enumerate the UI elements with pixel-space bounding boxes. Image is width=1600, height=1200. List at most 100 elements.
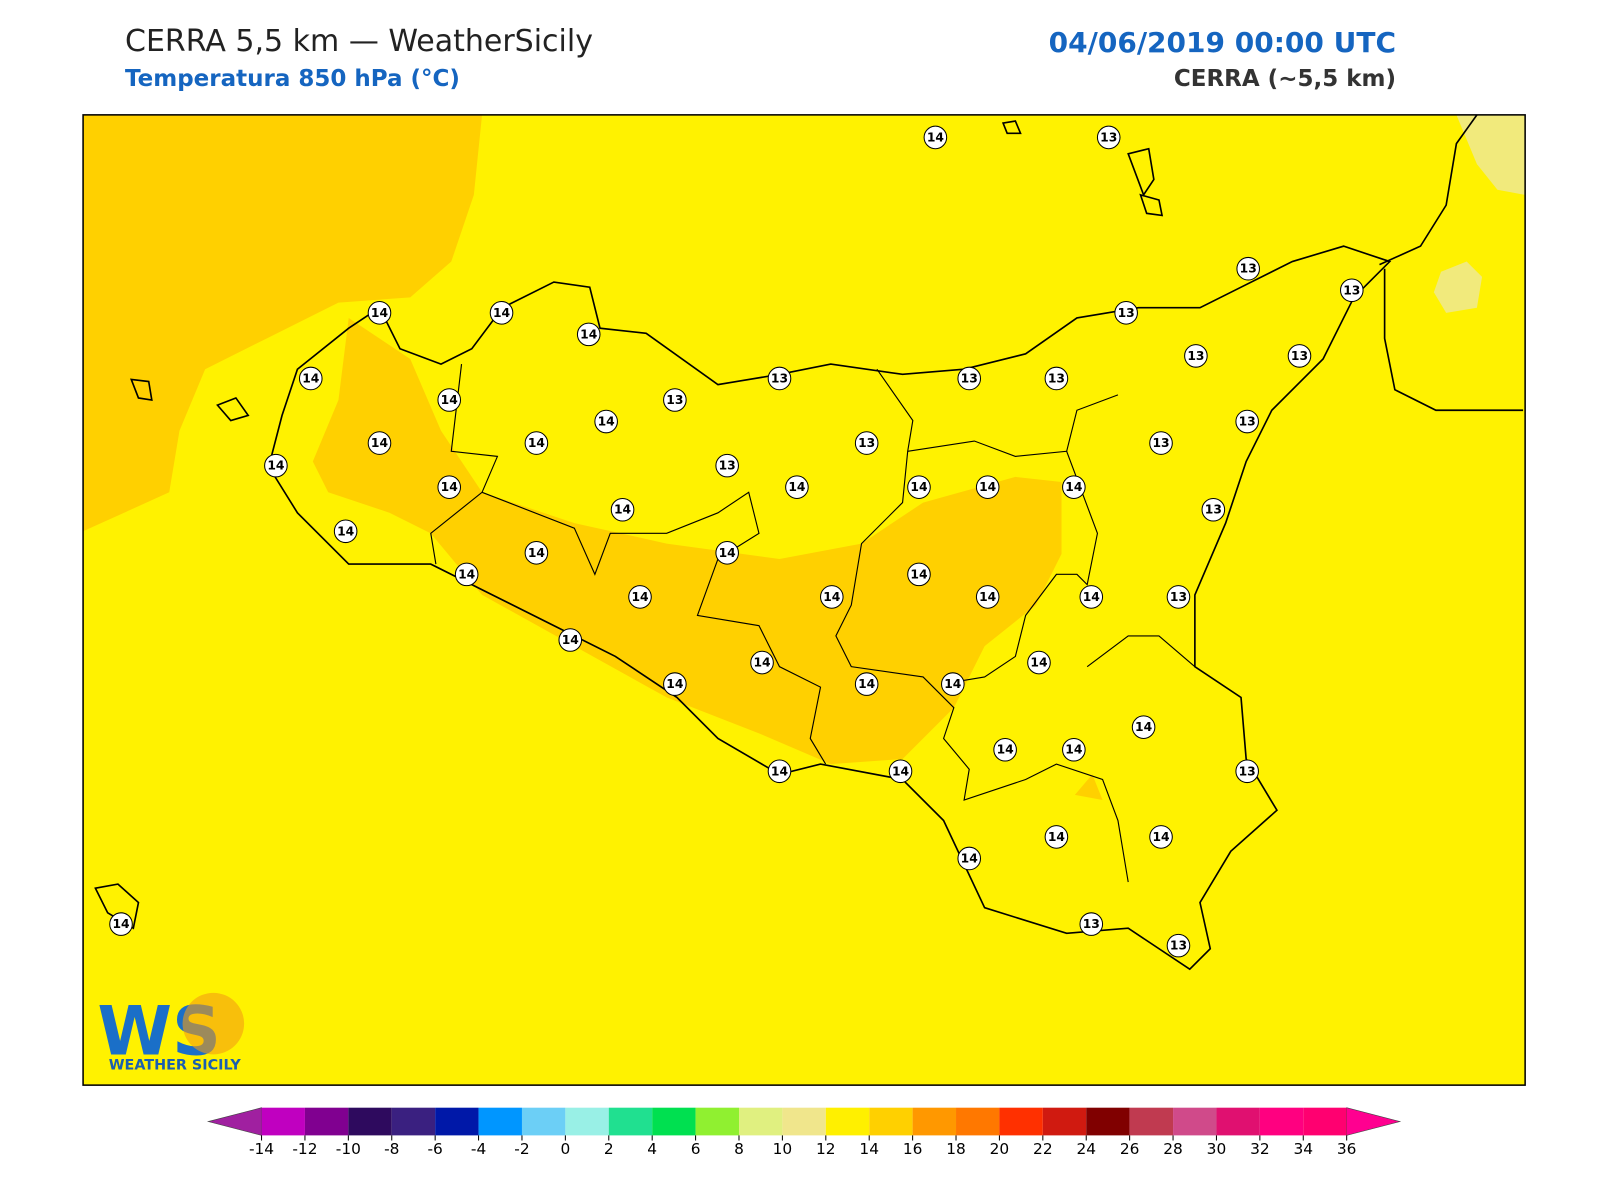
station-marker <box>1184 344 1208 368</box>
station-value: 13 <box>1170 939 1187 953</box>
station-value: 13 <box>1048 371 1065 385</box>
station-value: 13 <box>1118 306 1135 320</box>
station: 14 <box>941 672 965 696</box>
station: 14 <box>750 650 774 675</box>
colorbar: -14 -12 -10 -8 -6 -4 -2 0 2 4 6 8 10 12 14 16 18 20 22 24 26… <box>206 1107 1402 1158</box>
station-marker <box>1201 497 1226 522</box>
station-marker <box>957 846 982 871</box>
colorbar-tick-label: 10 <box>773 1140 793 1158</box>
colorbar-segment <box>695 1107 739 1136</box>
colorbar-segment <box>782 1107 826 1136</box>
colorbar-tick-label: 12 <box>816 1140 836 1158</box>
station: 13 <box>1166 585 1191 609</box>
station-value: 13 <box>1205 503 1222 517</box>
station-marker <box>1236 256 1260 281</box>
station: 14 <box>437 388 462 412</box>
colorbar-segment <box>1086 1107 1130 1136</box>
station: 13 <box>1201 497 1226 522</box>
station: 14 <box>367 431 392 455</box>
station-marker <box>750 650 774 675</box>
station: 14 <box>489 301 514 325</box>
colorbar-tick-label: 32 <box>1250 1140 1270 1158</box>
subtitle: Temperatura 850 hPa (°C) <box>125 66 460 92</box>
station-marker <box>576 322 601 347</box>
station-marker <box>489 301 514 325</box>
station-value: 14 <box>788 480 805 494</box>
station: 14 <box>767 759 792 784</box>
station: 14 <box>957 846 982 871</box>
station-marker <box>975 585 1000 609</box>
colorbar-tick-label: 18 <box>946 1140 966 1158</box>
station-marker <box>854 672 879 696</box>
station-marker <box>1096 125 1121 150</box>
station-value: 14 <box>944 677 961 691</box>
station-marker <box>594 409 618 434</box>
colorbar-segment <box>521 1107 566 1136</box>
station-value: 14 <box>371 436 388 450</box>
station-value: 14 <box>302 371 319 385</box>
station-value: 13 <box>1291 349 1308 363</box>
colorbar-segment <box>348 1107 392 1136</box>
station: 14 <box>524 541 549 565</box>
station: 13 <box>854 431 879 455</box>
station-value: 13 <box>1083 917 1100 931</box>
logo: WS WEATHER SICILY <box>97 991 245 1074</box>
colorbar-segment <box>738 1107 783 1136</box>
colorbar-tick-label: 2 <box>604 1140 614 1158</box>
station-value: 14 <box>441 480 458 494</box>
station-value: 13 <box>1170 590 1187 604</box>
station-value: 13 <box>1152 436 1169 450</box>
station-marker <box>957 366 982 391</box>
station-value: 14 <box>441 393 458 407</box>
colorbar-tick-label: 28 <box>1163 1140 1183 1158</box>
station-value: 14 <box>961 851 978 865</box>
station-value: 14 <box>666 677 683 691</box>
colorbar-tick-label: -14 <box>249 1140 274 1158</box>
station-value: 14 <box>1048 830 1065 844</box>
station-value: 14 <box>910 480 927 494</box>
colorbar-segment <box>956 1107 1000 1136</box>
station-marker <box>1079 585 1104 609</box>
station: 14 <box>663 672 687 696</box>
colorbar-segment <box>1259 1107 1304 1136</box>
station-value: 14 <box>337 524 354 538</box>
station-marker <box>367 431 392 455</box>
station-value: 14 <box>927 130 944 144</box>
colorbar-tick-label: 0 <box>560 1140 570 1158</box>
station: 13 <box>1287 344 1312 368</box>
station: 13 <box>1149 431 1173 455</box>
station-marker <box>1166 585 1191 609</box>
map-frame <box>82 114 1526 1086</box>
colorbar-tick-label: -12 <box>292 1140 317 1158</box>
station-value: 14 <box>823 590 840 604</box>
station-marker <box>923 125 948 150</box>
station: 14 <box>923 125 948 150</box>
logo-text: WEATHER SICILY <box>109 1058 242 1074</box>
station-value: 14 <box>979 590 996 604</box>
station-value: 13 <box>1343 283 1360 297</box>
station-marker <box>367 301 392 325</box>
station: 14 <box>298 366 323 391</box>
station: 13 <box>1044 366 1069 391</box>
station: 14 <box>1062 737 1086 762</box>
colorbar-segment <box>1216 1107 1260 1136</box>
station-value: 14 <box>267 459 284 473</box>
station-marker <box>628 585 652 609</box>
station-marker <box>785 475 809 499</box>
warm-area <box>83 114 1103 800</box>
station-value: 14 <box>719 546 736 560</box>
station: 13 <box>957 366 982 391</box>
station-marker <box>558 628 583 652</box>
colorbar-segment <box>478 1107 522 1136</box>
station-value: 13 <box>771 371 788 385</box>
province-borders <box>430 364 1196 883</box>
station: 14 <box>1044 825 1069 849</box>
cool-area <box>1433 114 1526 313</box>
station: 13 <box>1339 278 1364 303</box>
station: 13 <box>1096 125 1121 150</box>
station-marker <box>1044 366 1069 391</box>
station-marker <box>333 519 358 544</box>
station-marker <box>1044 825 1069 849</box>
station-value: 13 <box>1100 130 1117 144</box>
